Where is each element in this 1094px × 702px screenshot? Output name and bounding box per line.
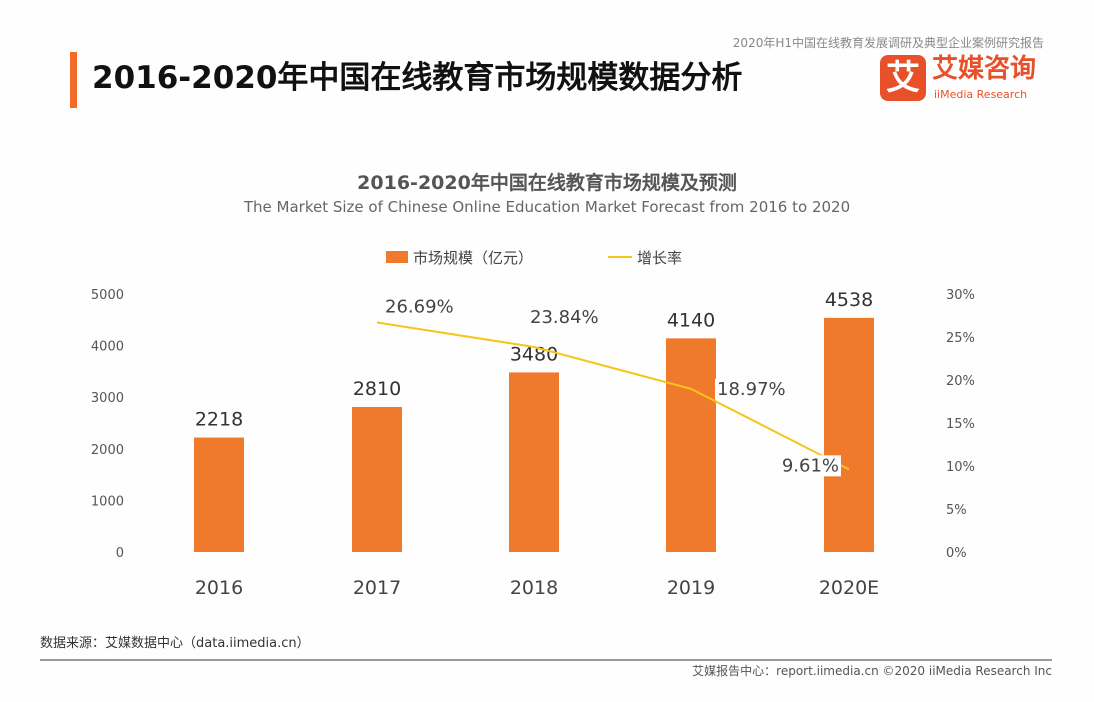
left-axis-tick: 5000 xyxy=(91,288,124,303)
left-axis-tick: 4000 xyxy=(91,340,124,355)
chart-subtitle: The Market Size of Chinese Online Educat… xyxy=(243,198,851,216)
bar-label: 2218 xyxy=(195,409,243,431)
x-axis-tick: 2020E xyxy=(819,577,879,599)
right-axis-tick: 25% xyxy=(946,331,975,346)
bar-label: 4140 xyxy=(667,309,715,331)
right-axis-tick: 30% xyxy=(946,288,975,303)
line-label-background xyxy=(715,378,788,400)
copyright: 艾媒报告中心：report.iimedia.cn ©2020 iiMedia R… xyxy=(692,664,1052,678)
logo-text: 艾媒咨询 xyxy=(932,54,1037,84)
bar xyxy=(666,338,716,552)
bar xyxy=(352,407,402,552)
report-name: 2020年H1中国在线教育发展调研及典型企业案例研究报告 xyxy=(732,36,1044,50)
right-axis-tick: 5% xyxy=(946,503,967,518)
legend-line-label: 增长率 xyxy=(637,249,682,267)
line-label-background xyxy=(383,296,456,318)
line-label-background xyxy=(779,455,841,477)
bar-label: 3480 xyxy=(510,343,558,365)
line-label: 18.97% xyxy=(717,379,786,400)
legend-bar-swatch xyxy=(386,251,408,263)
x-axis-tick: 2016 xyxy=(195,577,243,599)
title-accent-bar xyxy=(70,52,77,108)
bar xyxy=(824,317,874,552)
left-axis-tick: 3000 xyxy=(91,391,124,406)
left-axis-tick: 2000 xyxy=(91,443,124,458)
footer-divider xyxy=(40,659,1052,661)
chart-title: 2016-2020年中国在线教育市场规模及预测 xyxy=(357,172,737,194)
bar xyxy=(194,437,244,552)
line-label: 23.84% xyxy=(530,307,599,328)
left-axis-tick: 1000 xyxy=(91,494,124,509)
x-axis-tick: 2017 xyxy=(353,577,401,599)
line-label-background xyxy=(528,306,601,328)
page-title: 2016-2020年中国在线教育市场规模数据分析 xyxy=(92,60,743,96)
right-axis-tick: 20% xyxy=(946,374,975,389)
left-axis-tick: 0 xyxy=(116,546,124,561)
right-axis-tick: 10% xyxy=(946,460,975,475)
right-axis-tick: 15% xyxy=(946,417,975,432)
x-axis-tick: 2019 xyxy=(667,577,715,599)
line-label: 26.69% xyxy=(385,296,454,317)
line-label: 9.61% xyxy=(782,455,839,476)
logo-subtext: iiMedia Research xyxy=(934,88,1028,101)
growth-line xyxy=(376,321,850,471)
right-axis-tick: 0% xyxy=(946,546,967,561)
bar-label: 4538 xyxy=(825,289,873,311)
logo-icon: 艾 xyxy=(880,55,926,101)
data-source: 数据来源：艾媒数据中心（data.iimedia.cn） xyxy=(40,636,310,651)
bar xyxy=(509,372,559,552)
x-axis-tick: 2018 xyxy=(510,577,558,599)
bar-label: 2810 xyxy=(353,378,401,400)
legend-bar-label: 市场规模（亿元） xyxy=(413,249,533,267)
